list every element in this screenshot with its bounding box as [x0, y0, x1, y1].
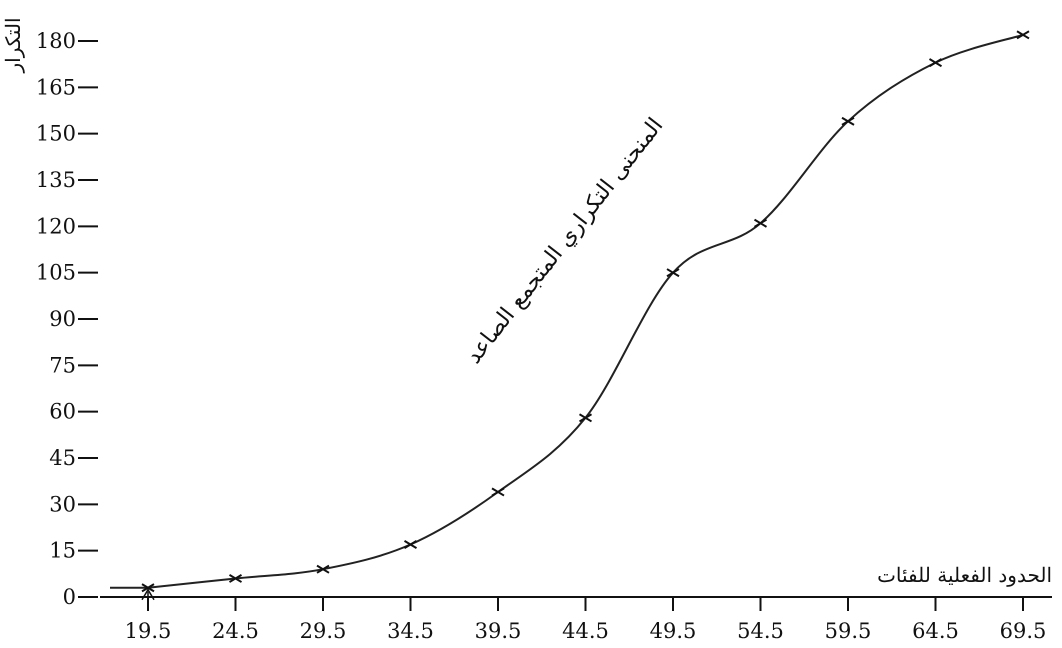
- y-tick-label-60: 60: [49, 400, 76, 424]
- data-point-29.5: [316, 564, 330, 574]
- data-point-69.5: [1016, 30, 1030, 40]
- y-tick-label-75: 75: [49, 353, 76, 377]
- y-tick-label-120: 120: [36, 214, 76, 238]
- data-point-54.5: [753, 218, 768, 228]
- data-point-39.5: [491, 487, 505, 497]
- series-layer: [110, 30, 1030, 611]
- y-tick-label-165: 165: [36, 75, 76, 99]
- y-tick-label-105: 105: [36, 261, 76, 285]
- x-axis-title: الحدود الفعلية للفئات: [877, 563, 1052, 587]
- x-tick-label-69.5: 69.5: [1000, 619, 1047, 643]
- data-point-19.5: [141, 583, 155, 593]
- x-tick-label-24.5: 24.5: [212, 619, 259, 643]
- y-tick-label-150: 150: [36, 122, 76, 146]
- x-tick-label-49.5: 49.5: [650, 619, 697, 643]
- x-tick-label-34.5: 34.5: [387, 619, 434, 643]
- x-tick-label-44.5: 44.5: [562, 619, 609, 643]
- x-tick-label-29.5: 29.5: [300, 619, 347, 643]
- y-tick-label-45: 45: [49, 446, 76, 470]
- x-tick-label-39.5: 39.5: [475, 619, 522, 643]
- data-point-24.5: [228, 574, 243, 583]
- data-point-64.5: [928, 58, 943, 68]
- data-point-34.5: [403, 540, 418, 549]
- data-point-49.5: [666, 268, 680, 278]
- y-tick-label-90: 90: [49, 307, 76, 331]
- data-point-59.5: [841, 116, 855, 126]
- start-arrow-head: [141, 588, 155, 601]
- x-tick-label-59.5: 59.5: [825, 619, 872, 643]
- cumulative-curve-line: [110, 33, 1024, 589]
- x-tick-label-64.5: 64.5: [912, 619, 959, 643]
- x-tick-label-19.5: 19.5: [125, 619, 172, 643]
- x-tick-label-54.5: 54.5: [737, 619, 784, 643]
- y-tick-label-135: 135: [36, 168, 76, 192]
- labels-layer: التكرار الحدود الفعلية للفئات المنحنى ال…: [1, 18, 1052, 587]
- y-axis-title: التكرار: [1, 18, 25, 74]
- y-tick-label-15: 15: [49, 539, 76, 563]
- ticks-layer: 0 15 30 45 60 75 90 105 120 135 150 165 180 19.5 24.5 2…: [36, 29, 1046, 643]
- y-tick-label-0: 0: [63, 585, 76, 609]
- data-point-44.5: [578, 413, 593, 423]
- y-tick-label-180: 180: [36, 29, 76, 53]
- y-tick-label-30: 30: [49, 492, 76, 516]
